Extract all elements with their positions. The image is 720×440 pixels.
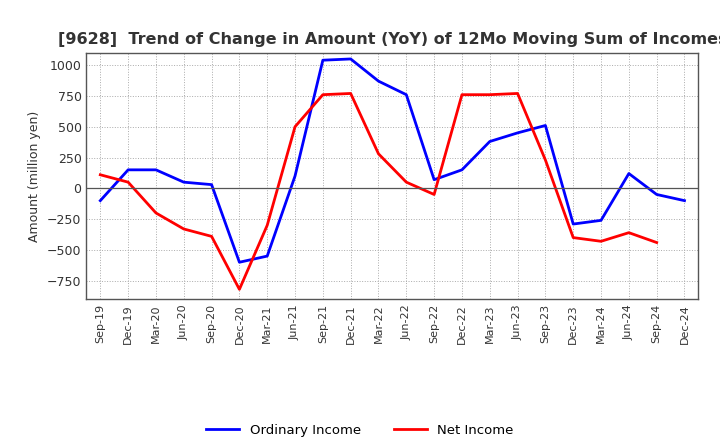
Net Income	[263, 223, 271, 228]
Ordinary Income	[346, 56, 355, 62]
Net Income	[430, 192, 438, 197]
Ordinary Income	[207, 182, 216, 187]
Ordinary Income	[96, 198, 104, 203]
Net Income	[652, 240, 661, 245]
Net Income	[541, 158, 550, 163]
Ordinary Income	[374, 78, 383, 84]
Legend: Ordinary Income, Net Income: Ordinary Income, Net Income	[201, 418, 519, 440]
Ordinary Income	[430, 177, 438, 182]
Ordinary Income	[318, 58, 327, 63]
Y-axis label: Amount (million yen): Amount (million yen)	[29, 110, 42, 242]
Ordinary Income	[124, 167, 132, 172]
Ordinary Income	[624, 171, 633, 176]
Net Income	[207, 234, 216, 239]
Net Income	[96, 172, 104, 177]
Net Income	[179, 226, 188, 231]
Ordinary Income	[680, 198, 689, 203]
Net Income	[291, 124, 300, 129]
Ordinary Income	[541, 123, 550, 128]
Net Income	[318, 92, 327, 97]
Net Income	[346, 91, 355, 96]
Ordinary Income	[597, 218, 606, 223]
Net Income	[458, 92, 467, 97]
Net Income	[152, 210, 161, 216]
Net Income	[374, 151, 383, 157]
Ordinary Income	[652, 192, 661, 197]
Ordinary Income	[291, 173, 300, 179]
Ordinary Income	[179, 180, 188, 185]
Ordinary Income	[513, 130, 522, 136]
Title: [9628]  Trend of Change in Amount (YoY) of 12Mo Moving Sum of Incomes: [9628] Trend of Change in Amount (YoY) o…	[58, 33, 720, 48]
Net Income	[624, 230, 633, 235]
Net Income	[402, 180, 410, 185]
Line: Net Income: Net Income	[100, 93, 657, 290]
Net Income	[597, 238, 606, 244]
Ordinary Income	[485, 139, 494, 144]
Net Income	[485, 92, 494, 97]
Net Income	[513, 91, 522, 96]
Ordinary Income	[235, 260, 243, 265]
Ordinary Income	[569, 221, 577, 227]
Ordinary Income	[402, 92, 410, 97]
Ordinary Income	[458, 167, 467, 172]
Net Income	[124, 180, 132, 185]
Ordinary Income	[263, 253, 271, 259]
Net Income	[569, 235, 577, 240]
Ordinary Income	[152, 167, 161, 172]
Line: Ordinary Income: Ordinary Income	[100, 59, 685, 262]
Net Income	[235, 287, 243, 292]
